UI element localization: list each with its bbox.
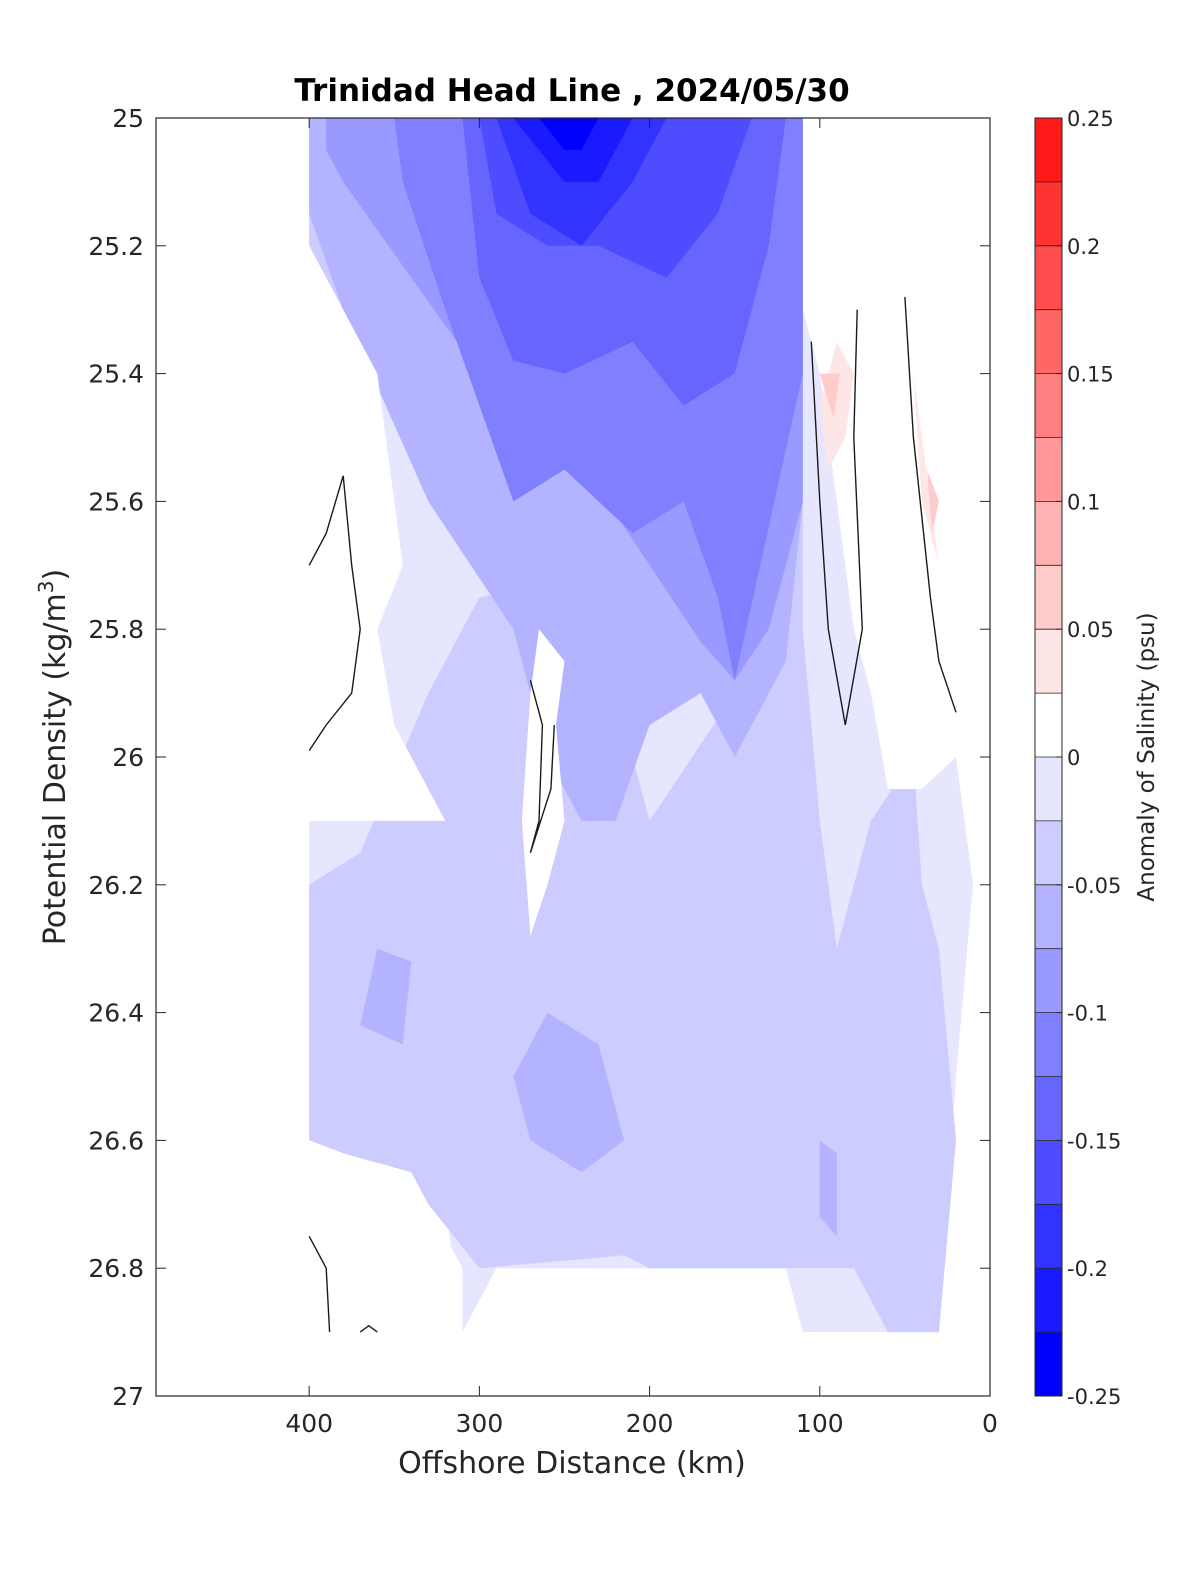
colorbar-band-5: [1035, 1012, 1062, 1077]
y-tick-label: 26.8: [88, 1254, 144, 1283]
colorbar-label: Anomaly of Salinity (psu): [1134, 612, 1160, 901]
zero-contour-lines: [308, 296, 957, 1333]
x-axis: 400 300 200 100 0: [285, 118, 998, 1438]
y-axis: 25 25.2 25.4 25.6 25.8 26 26.2 26.4 26.6 26.8 27: [88, 104, 990, 1411]
colorbar-band-18: [1035, 181, 1062, 247]
colorbar-band-1: [1035, 1268, 1062, 1333]
colorbar-band-6: [1035, 948, 1062, 1014]
y-tick-label: 25: [112, 104, 144, 133]
zero-contour-line-2: [810, 309, 864, 726]
y-tick-label: 27: [112, 1382, 144, 1411]
colorbar: 0.25 0.2 0.15 0.1 0.05 0 -0.05 -0.1 -0.15 -0.2 -0.…: [1034, 107, 1160, 1409]
y-tick-label: 25.8: [88, 615, 144, 644]
y-tick-label: 25.2: [88, 232, 144, 261]
y-tick-label: 25.4: [88, 360, 144, 389]
colorbar-tick-label: 0.25: [1067, 107, 1114, 131]
zero-contour-line-3: [904, 296, 957, 713]
colorbar-band-12: [1035, 565, 1062, 630]
plot-area: 400 300 200 100 0 25 25.2 25.4 25.6 25.8 26 26.2 26…: [88, 104, 998, 1438]
colorbar-band-19: [1035, 118, 1062, 183]
contour-region-9: [539, 118, 599, 150]
colorbar-ticks: 0.25 0.2 0.15 0.1 0.05 0 -0.05 -0.1 -0.15 -0.2 -0.…: [1056, 107, 1121, 1409]
y-axis-label-main: Potential Density (kg/m: [38, 593, 73, 945]
contour-region-16: [819, 373, 841, 419]
y-tick-label: 26: [112, 743, 144, 772]
contour-region-12: [309, 1140, 463, 1333]
colorbar-band-14: [1035, 437, 1062, 502]
y-axis-label: Potential Density (kg/m3): [34, 569, 73, 945]
colorbar-band-7: [1035, 884, 1062, 950]
colorbar-band-17: [1035, 245, 1062, 311]
zero-contour-line-4: [308, 1235, 331, 1333]
x-tick-label: 300: [456, 1409, 504, 1438]
contour-region-19: [360, 948, 412, 1045]
colorbar-band-16: [1035, 309, 1062, 375]
colorbar-tick-label: 0.2: [1067, 235, 1100, 259]
chart-title: Trinidad Head Line , 2024/05/30: [294, 73, 849, 109]
colorbar-tick-label: 0.05: [1067, 618, 1114, 642]
contour-fills: [309, 118, 973, 1333]
colorbar-band-4: [1035, 1076, 1062, 1141]
colorbar-band-11: [1035, 629, 1062, 694]
colorbar-band-3: [1035, 1140, 1062, 1205]
x-tick-label: 100: [796, 1409, 844, 1438]
y-tick-label: 25.6: [88, 487, 144, 516]
contour-region-20: [819, 1140, 837, 1237]
y-tick-label: 26.6: [88, 1126, 144, 1155]
contour-region-18: [513, 1012, 625, 1173]
colorbar-tick-label: -0.15: [1067, 1129, 1121, 1153]
zero-contour-line-5: [359, 1324, 378, 1333]
x-axis-label: Offshore Distance (km): [398, 1446, 746, 1481]
colorbar-band-10: [1035, 693, 1062, 758]
colorbar-tick-label: 0.1: [1067, 490, 1100, 514]
y-axis-label-close: ): [38, 569, 73, 581]
x-tick-label: 0: [982, 1409, 998, 1438]
colorbar-band-9: [1035, 757, 1062, 822]
zero-contour-line-0: [308, 475, 361, 751]
y-tick-label: 26.4: [88, 999, 144, 1028]
colorbar-band-8: [1035, 820, 1062, 886]
colorbar-band-13: [1035, 501, 1062, 566]
x-tick-label: 400: [285, 1409, 333, 1438]
colorbar-band-15: [1035, 373, 1062, 438]
contour-region-17: [927, 469, 939, 534]
zero-contour-line-1: [529, 680, 555, 854]
colorbar-bands: [1035, 118, 1062, 1397]
y-tick-label: 26.2: [88, 871, 144, 900]
y-axis-label-superscript: 3: [34, 580, 58, 593]
x-tick-label: 200: [626, 1409, 674, 1438]
colorbar-tick-label: -0.2: [1067, 1257, 1108, 1281]
colorbar-tick-label: 0.15: [1067, 363, 1114, 387]
colorbar-tick-label: -0.25: [1067, 1385, 1121, 1409]
colorbar-band-2: [1035, 1204, 1062, 1269]
colorbar-tick-label: -0.05: [1067, 874, 1121, 898]
colorbar-tick-label: -0.1: [1067, 1002, 1108, 1026]
contour-region-10: [309, 245, 446, 821]
colorbar-band-0: [1035, 1332, 1062, 1397]
contour-region-11: [521, 629, 565, 936]
colorbar-tick-label: 0: [1067, 746, 1080, 770]
